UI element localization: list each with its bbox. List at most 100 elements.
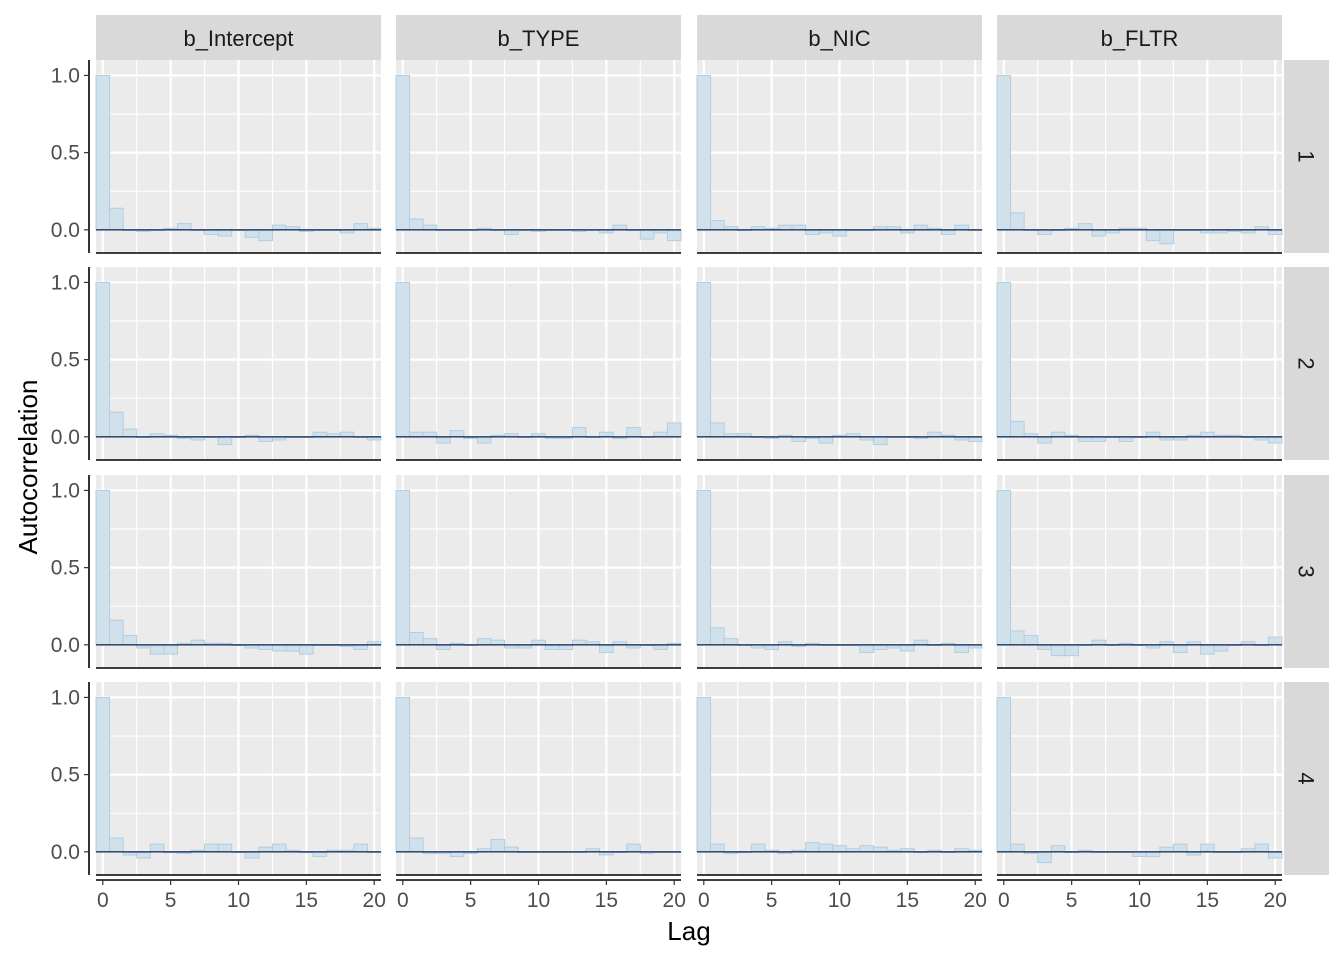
acf-bar [258, 846, 273, 853]
column-strips: b_Intercept b_TYPE b_NIC b_FLTR [96, 15, 1282, 60]
acf-bar [271, 843, 287, 853]
acf-bar [599, 431, 614, 438]
acf-bar [872, 644, 888, 650]
acf-bar [1213, 644, 1229, 652]
strip-row-label: 1 [1294, 150, 1319, 162]
acf-bar [490, 838, 506, 853]
acf-bar [710, 627, 725, 646]
acf-bar [954, 644, 969, 654]
acf-bar [1159, 846, 1174, 853]
acf-bar [599, 644, 614, 654]
strip-col-b_Intercept [96, 15, 381, 60]
strip-row-3 [1284, 475, 1329, 668]
strip-col-label: b_TYPE [498, 26, 580, 51]
acf-bar [818, 843, 834, 853]
x-tick-label: 5 [766, 889, 778, 912]
acf-bar [1091, 229, 1107, 237]
panel-b_TYPE-3 [395, 475, 682, 684]
acf-bar [1267, 851, 1283, 859]
acf-bar [95, 74, 111, 231]
acf-bar [626, 427, 641, 438]
x-tick-label: 0 [97, 889, 109, 912]
acf-bar [449, 430, 465, 438]
strip-row-2 [1284, 267, 1329, 460]
acf-bar [353, 644, 368, 650]
acf-bar [122, 635, 138, 646]
y-tick-label: 1.0 [51, 271, 80, 294]
acf-bar [696, 281, 712, 438]
acf-bar [217, 843, 233, 853]
y-axes: 0.0 0.5 1.0 0.0 0.5 1.0 0.0 0.5 1.0 0.0 0.5 1.0 [51, 60, 90, 875]
acf-bar [913, 639, 929, 646]
acf-bar [136, 851, 151, 859]
acf-bar [217, 229, 233, 237]
x-tick-label: 15 [1196, 889, 1219, 912]
acf-bar [122, 428, 138, 438]
x-tick-label: 20 [663, 889, 686, 912]
panel-b_NIC-4 [696, 682, 983, 891]
y-tick-label: 0.5 [51, 557, 80, 580]
acf-bar [422, 638, 438, 646]
panel-b_Intercept-1 [95, 60, 382, 269]
y-tick-label: 1.0 [51, 64, 80, 87]
acf-bar [940, 229, 956, 235]
acf-bar [244, 229, 260, 239]
acf-bar [1267, 436, 1283, 444]
x-tick-label: 5 [1066, 889, 1078, 912]
acf-bar [1145, 431, 1161, 438]
strip-col-b_FLTR [997, 15, 1282, 60]
y-tick-label: 0.5 [51, 349, 80, 372]
acf-bar [504, 846, 519, 853]
acf-bar [1064, 644, 1079, 657]
panel-b_FLTR-3 [996, 475, 1283, 684]
strip-row-label: 2 [1294, 357, 1319, 369]
x-tick-label: 0 [998, 889, 1010, 912]
acf-bar [805, 842, 820, 853]
acf-bar [395, 696, 411, 853]
acf-bar [258, 644, 273, 650]
acf-bar [913, 224, 929, 231]
y-tick-label: 0.5 [51, 142, 80, 165]
panel-b_Intercept-4 [95, 682, 382, 891]
acf-bar [353, 843, 368, 853]
acf-bar [723, 638, 739, 646]
acf-bar [531, 639, 546, 646]
acf-bar [818, 436, 834, 444]
acf-bar [872, 436, 888, 446]
acf-bar [1091, 639, 1107, 646]
y-tick-label: 1.0 [51, 686, 80, 709]
x-tick-label: 5 [165, 889, 177, 912]
acf-bar [1254, 843, 1269, 853]
acf-bar [1267, 229, 1283, 235]
acf-bar [1050, 431, 1066, 438]
acf-bar [109, 411, 124, 438]
acf-bar [996, 489, 1012, 646]
acf-bar [1091, 436, 1107, 442]
acf-bar [299, 644, 314, 655]
x-tick-label: 10 [828, 889, 851, 912]
y-tick-label: 0.5 [51, 764, 80, 787]
acf-bar [1010, 843, 1025, 853]
acf-bar [612, 224, 628, 231]
acf-bar [996, 74, 1012, 231]
x-tick-label: 15 [595, 889, 618, 912]
acf-bar [285, 644, 301, 652]
acf-bar [353, 223, 368, 231]
acf-bar [339, 431, 355, 438]
strip-col-label: b_NIC [808, 26, 870, 51]
acf-bar [653, 431, 668, 438]
acf-bar [1050, 845, 1066, 853]
acf-bar [436, 436, 451, 444]
acf-bar [409, 431, 424, 438]
panel-b_FLTR-4 [996, 682, 1283, 891]
acf-bar [1132, 851, 1147, 857]
acf-bar [409, 218, 424, 231]
acf-bar [1050, 644, 1066, 657]
x-tick-label: 0 [397, 889, 409, 912]
acf-bar [696, 696, 712, 853]
acf-bar [422, 224, 438, 231]
y-tick-label: 0.0 [51, 841, 80, 864]
y-tick-label: 0.0 [51, 219, 80, 242]
acf-bar [476, 436, 492, 444]
acf-bar [1023, 635, 1039, 646]
